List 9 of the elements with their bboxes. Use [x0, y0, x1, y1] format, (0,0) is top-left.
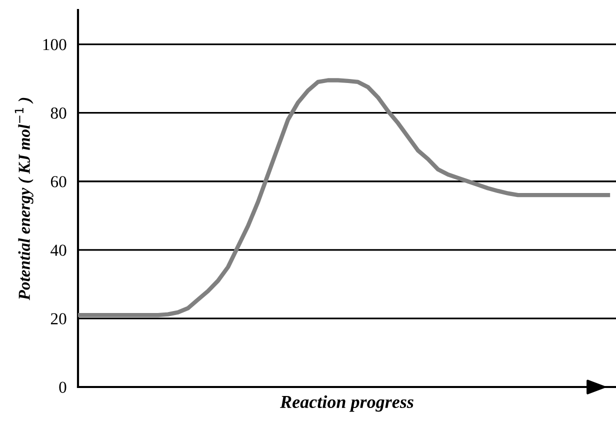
y-tick-label: 80: [50, 108, 66, 119]
y-tick-label: 20: [50, 313, 66, 324]
y-tick-label: 60: [50, 176, 66, 188]
y-axis-title: Potential energy ( KJ mol$^{−1}$ ): [14, 98, 34, 300]
y-tick-label: 0: [59, 382, 66, 393]
y-tick-label: 40: [50, 244, 66, 256]
line-series: [78, 78, 610, 318]
x-axis-title: Reaction progress: [280, 395, 414, 412]
y-tick-label: 100: [43, 38, 66, 50]
